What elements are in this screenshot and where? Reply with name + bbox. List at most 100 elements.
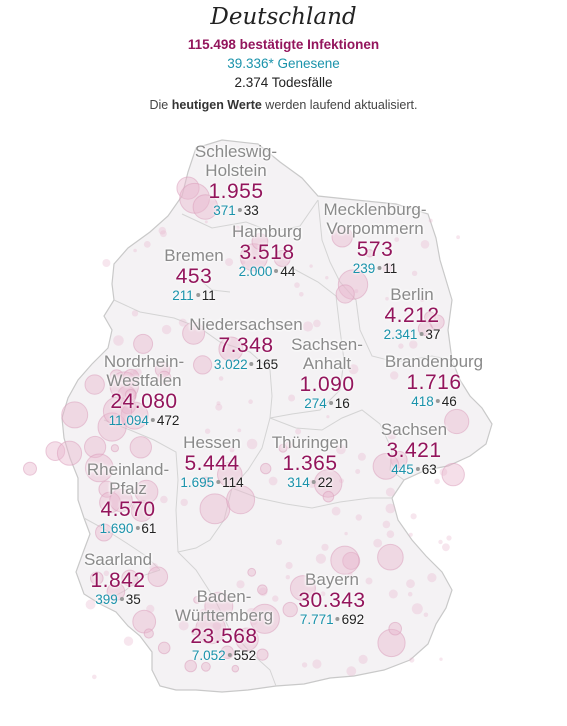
state-sub: 2.000 44 (232, 264, 302, 280)
case-bubble (177, 609, 187, 620)
state-schleswig-holstein: Schleswig- Holstein 1.955 371 33 (195, 142, 277, 219)
case-bubble (409, 340, 418, 349)
case-bubble (218, 376, 224, 381)
case-bubble (98, 480, 116, 498)
separator-dot (216, 480, 221, 485)
case-bubble (204, 220, 208, 224)
state-hamburg: Hamburg 3.518 2.000 44 (232, 222, 302, 280)
case-bubble (216, 401, 221, 406)
case-bubble (133, 368, 142, 377)
state-deaths: 63 (421, 462, 437, 477)
case-bubble (358, 654, 368, 665)
case-bubble (419, 297, 425, 302)
state-saarland: Saarland 1.842 399 35 (84, 550, 152, 608)
state-sub: 274 16 (291, 396, 363, 412)
case-bubble (289, 575, 316, 602)
case-bubble (161, 324, 172, 335)
case-bubbles (23, 176, 470, 680)
case-bubble (372, 453, 400, 480)
case-bubble (23, 461, 37, 476)
case-bubble (320, 591, 326, 597)
case-bubble (377, 628, 406, 658)
state-sub: 1.695 114 (180, 475, 243, 491)
case-bubble (285, 575, 290, 580)
state-name: Schleswig- Holstein (194, 142, 278, 180)
case-bubble (90, 571, 104, 586)
case-bubble (387, 430, 397, 440)
case-bubble (382, 520, 391, 529)
case-bubble (248, 399, 253, 405)
state-rheinland-pfalz: Rheinland- Pfalz 4.570 1.690 61 (87, 460, 169, 537)
case-bubble (129, 436, 153, 459)
case-bubble (110, 444, 120, 453)
state-sub: 314 22 (272, 475, 349, 491)
case-bubble (309, 264, 313, 268)
state-infected: 1.090 (299, 373, 355, 396)
state-name: Niedersachsen (189, 315, 303, 334)
state-name: Saarland (83, 550, 153, 569)
state-recovered: 2.341 (383, 327, 418, 342)
case-bubble (146, 604, 155, 614)
state-deaths: 22 (317, 475, 333, 490)
state-infected: 4.212 (384, 304, 440, 327)
case-bubble (84, 435, 107, 459)
state-deaths: 165 (255, 357, 279, 372)
state-infected: 453 (175, 265, 213, 288)
separator-dot (435, 399, 440, 404)
separator-dot (335, 617, 340, 622)
case-bubble (385, 503, 396, 514)
case-bubble (204, 591, 234, 621)
state-sub: 211 11 (164, 288, 224, 304)
case-bubble (411, 270, 418, 276)
case-bubble (411, 603, 423, 615)
state-hessen: Hessen 5.444 1.695 114 (180, 433, 243, 491)
case-bubble (438, 539, 443, 545)
case-bubble (134, 479, 159, 504)
state-recovered: 211 (172, 288, 194, 303)
case-bubble (61, 401, 89, 429)
separator-dot (119, 597, 124, 602)
case-bubble (406, 579, 415, 589)
state-berlin: Berlin 4.212 2.341 37 (384, 285, 441, 343)
state-sub: 418 46 (385, 394, 483, 410)
case-bubble (285, 441, 293, 449)
state-deaths: 44 (280, 264, 296, 279)
case-bubble (373, 538, 383, 548)
state-name: Rheinland- Pfalz (86, 460, 170, 498)
state-name: Brandenburg (384, 352, 484, 371)
case-bubble (178, 318, 187, 327)
separator-dot (150, 418, 155, 423)
state-recovered: 239 (352, 261, 376, 276)
case-bubble (109, 371, 140, 401)
case-bubble (408, 532, 413, 537)
state-recovered: 3.022 (213, 357, 248, 372)
case-bubble (200, 476, 212, 487)
separator-dot (419, 332, 424, 337)
state-name: Thüringen (271, 433, 349, 452)
case-bubble (449, 382, 453, 387)
state-deaths: 35 (125, 592, 141, 607)
state-sub: 1.690 61 (87, 521, 169, 537)
case-bubble (184, 659, 197, 673)
state-recovered: 314 (287, 475, 310, 490)
case-bubble (321, 543, 329, 551)
case-bubble (365, 577, 373, 585)
case-bubble (424, 311, 436, 324)
case-bubble (246, 438, 258, 450)
state-name: Bremen (164, 246, 224, 265)
state-recovered: 2.000 (238, 264, 273, 279)
case-bubble (385, 296, 389, 301)
state-sub: 2.341 37 (384, 327, 441, 343)
total-deaths: 2.374 Todesfälle (234, 75, 333, 90)
state-recovered: 11.094 (108, 413, 149, 428)
case-bubble (388, 621, 403, 636)
state-recovered: 418 (411, 394, 434, 409)
case-bubble (335, 444, 346, 455)
state-deaths: 11 (383, 261, 398, 276)
case-bubble (288, 394, 296, 402)
case-bubble (434, 478, 440, 485)
case-bubble (56, 440, 83, 466)
case-bubble (106, 582, 126, 601)
case-bubble (84, 374, 105, 395)
case-bubble (409, 657, 415, 663)
